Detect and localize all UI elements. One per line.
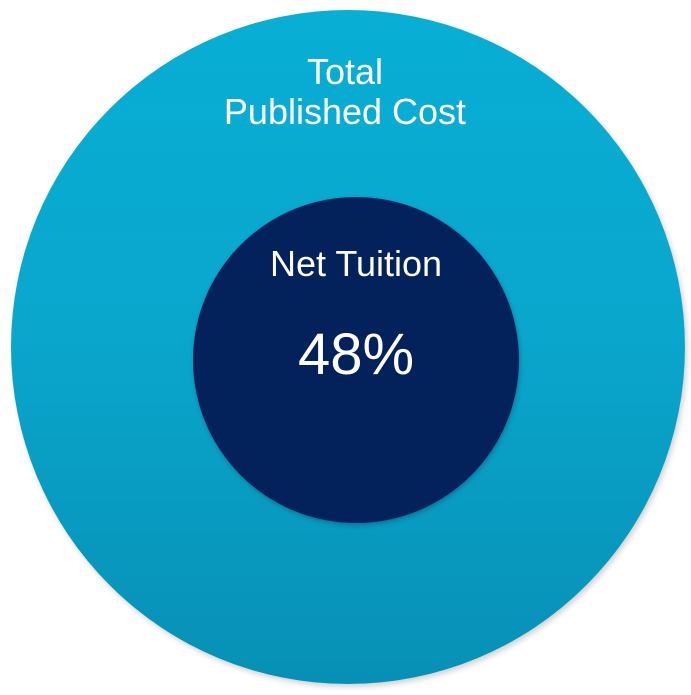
- net-tuition-label: Net Tuition: [269, 243, 443, 284]
- net-tuition-circle: [193, 197, 519, 523]
- net-tuition-percentage: 48%: [297, 322, 415, 387]
- outer-label-line-1: Total: [306, 51, 384, 92]
- outer-label-line-2: Published Cost: [223, 91, 467, 132]
- total-published-cost-label: Total Published Cost: [170, 52, 520, 132]
